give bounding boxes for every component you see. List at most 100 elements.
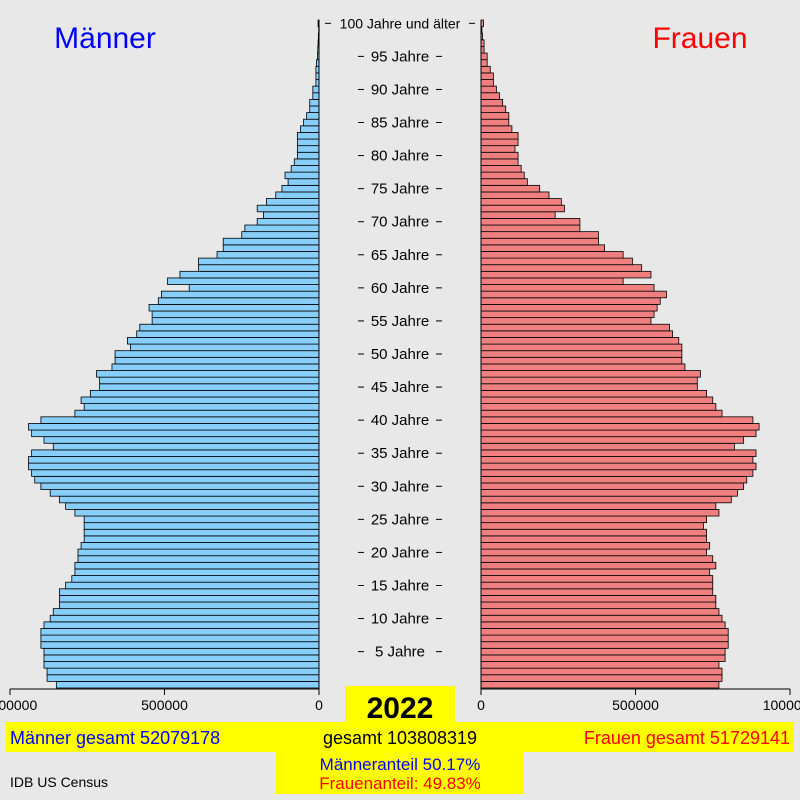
age-label-85: 85 Jahre [371, 115, 429, 132]
male-bar-age-24 [83, 522, 320, 530]
female-bar-age-20 [480, 548, 707, 557]
male-bar-age-48 [111, 363, 320, 371]
male-bar-age-32 [31, 469, 320, 477]
female-bar-age-16 [480, 575, 714, 583]
female-x-tick-label: 1000000 [763, 697, 800, 713]
male-bar-age-79 [293, 158, 320, 166]
female-bar-age-5 [480, 647, 726, 656]
male-bar-age-25 [83, 515, 320, 524]
male-bar-age-17 [74, 568, 320, 576]
female-bar-age-83 [480, 132, 519, 140]
male-bar-age-75 [281, 184, 320, 193]
male-bar-age-77 [284, 171, 320, 180]
female-bar-age-3 [480, 661, 720, 669]
male-bar-age-68 [241, 231, 320, 239]
male-bar-age-8 [40, 628, 320, 636]
male-bar-age-11 [52, 608, 320, 616]
female-bar-age-76 [480, 178, 528, 186]
male-bar-age-39 [28, 423, 320, 431]
female-bar-age-72 [480, 204, 565, 213]
female-bar-age-52 [480, 337, 680, 345]
male-bar-age-16 [71, 575, 320, 583]
female-bar-age-14 [480, 588, 714, 596]
female-bar-age-28 [480, 495, 732, 504]
female-bar-age-70 [480, 218, 581, 226]
female-bar-age-60 [480, 284, 655, 292]
female-bar-age-10 [480, 614, 723, 623]
female-total: Frauen gesamt 51729141 [584, 728, 790, 748]
male-bar-age-51 [130, 343, 320, 352]
male-bar-age-53 [136, 330, 320, 338]
male-bar-age-40 [40, 416, 320, 424]
age-label-45: 45 Jahre [371, 379, 429, 396]
x-axes: 1000000 500000 0 0 500000 1000000 [0, 20, 800, 713]
female-bar-age-18 [480, 561, 717, 570]
male-bar-age-71 [262, 211, 320, 219]
male-bar-age-63 [198, 264, 320, 272]
female-bar-age-7 [480, 634, 729, 643]
age-label-10: 10 Jahre [371, 611, 429, 628]
male-bar-age-74 [275, 191, 320, 199]
male-bar-age-13 [59, 595, 320, 603]
male-bar-age-20 [77, 548, 320, 557]
female-bar-age-33 [480, 462, 757, 471]
age-label-100: 100 Jahre und älter [340, 15, 461, 31]
female-bar-age-11 [480, 608, 720, 616]
female-bar-age-9 [480, 621, 726, 629]
female-bar-age-22 [480, 535, 707, 543]
female-bar-age-36 [480, 442, 735, 451]
male-bar-age-69 [244, 224, 320, 233]
female-bar-age-42 [480, 403, 717, 411]
age-label-35: 35 Jahre [371, 445, 429, 462]
female-bar-age-64 [480, 257, 633, 266]
age-label-5: 5 Jahre [375, 644, 425, 661]
male-bar-age-2 [46, 667, 320, 676]
age-label-20: 20 Jahre [371, 544, 429, 561]
year-label: 2022 [367, 692, 434, 725]
age-label-80: 80 Jahre [371, 148, 429, 165]
female-bar-age-17 [480, 568, 711, 576]
source-label: IDB US Census [10, 774, 108, 790]
female-bar-age-48 [480, 363, 686, 371]
female-bar-age-54 [480, 323, 670, 332]
female-bar-age-62 [480, 270, 652, 279]
female-bar-age-93 [480, 65, 491, 74]
age-label-70: 70 Jahre [371, 214, 429, 231]
totals-band [6, 722, 794, 752]
female-bar-age-92 [480, 72, 494, 80]
male-bar-age-9 [43, 621, 320, 629]
female-bar-age-1 [480, 674, 723, 682]
female-bar-age-71 [480, 211, 556, 219]
male-total: Männer gesamt 52079178 [10, 728, 220, 748]
male-bar-age-35 [31, 449, 320, 457]
female-bar-age-61 [480, 277, 624, 285]
male-bar-age-15 [65, 581, 320, 590]
female-bar-age-39 [480, 423, 760, 431]
female-bar-age-59 [480, 290, 667, 299]
male-bar-age-56 [151, 310, 320, 319]
age-label-55: 55 Jahre [371, 313, 429, 330]
male-x-tick-label: 1000000 [0, 697, 37, 713]
male-bar-age-57 [148, 303, 320, 312]
age-label-75: 75 Jahre [371, 181, 429, 198]
female-bar-age-29 [480, 489, 738, 497]
male-bar-age-59 [161, 290, 320, 299]
male-bar-age-55 [151, 317, 320, 325]
age-label-90: 90 Jahre [371, 81, 429, 98]
female-bar-age-86 [480, 112, 510, 120]
male-bar-age-1 [46, 674, 320, 682]
male-bar-age-65 [216, 251, 320, 259]
female-bar-age-30 [480, 482, 745, 490]
age-label-65: 65 Jahre [371, 247, 429, 264]
age-label-15: 15 Jahre [371, 577, 429, 594]
female-bar-age-19 [480, 555, 714, 563]
male-bar-age-33 [28, 462, 320, 471]
age-label-25: 25 Jahre [371, 511, 429, 528]
male-bar-age-28 [59, 495, 320, 504]
male-bar-age-70 [256, 218, 320, 226]
male-bar-age-10 [49, 614, 320, 623]
male-bar-age-43 [80, 396, 320, 404]
male-share: Männeranteil 50.17% [320, 755, 481, 774]
female-share: Frauenanteil: 49.83% [319, 774, 481, 793]
male-bar-age-42 [83, 403, 320, 411]
